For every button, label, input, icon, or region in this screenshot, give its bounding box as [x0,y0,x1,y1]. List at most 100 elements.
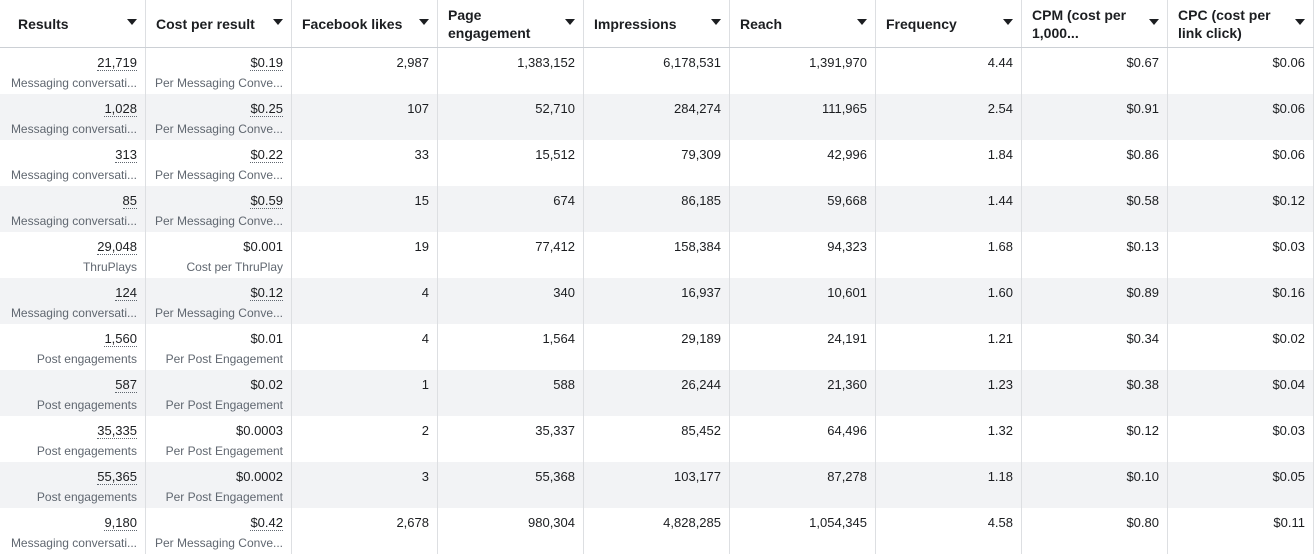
sort-caret-icon[interactable] [127,19,137,25]
table-body: 21,719 Messaging conversati... $0.19 Per Me… [0,48,1314,554]
table-row: 313 Messaging conversati... $0.22 Per Messa… [0,140,1314,186]
results-cell[interactable]: 85 Messaging conversati... [0,186,146,232]
table-row: 124 Messaging conversati... $0.12 Per Messa… [0,278,1314,324]
reach-cell: 24,191 [730,324,876,370]
cpc-value: $0.03 [1272,423,1305,438]
cost-per-result-value[interactable]: $0.19 [250,55,283,71]
sort-caret-icon[interactable] [565,19,575,25]
facebook-likes-cell: 15 [292,186,438,232]
frequency-value: 1.84 [987,147,1013,162]
reach-value: 111,965 [821,101,867,116]
cost-per-result-cell[interactable]: $0.42 Per Messaging Conve... [146,508,292,554]
cost-per-result-caption: Cost per ThruPlay [186,260,284,274]
sort-caret-icon[interactable] [1295,19,1305,25]
results-cell[interactable]: 1,560 Post engagements [0,324,146,370]
facebook-likes-value: 1 [421,377,429,392]
cpm-value: $0.91 [1126,101,1159,116]
frequency-cell: 4.44 [876,48,1022,94]
column-header-cost-per-result[interactable]: Cost per result [146,0,292,47]
page-engagement-value: 674 [553,193,575,208]
cost-per-result-cell[interactable]: $0.12 Per Messaging Conve... [146,278,292,324]
cost-per-result-value[interactable]: $0.59 [250,193,283,209]
results-value[interactable]: 29,048 [97,239,137,255]
page-engagement-value: 35,337 [535,423,575,438]
impressions-cell: 29,189 [584,324,730,370]
column-header-page-engagement[interactable]: Page engagement [438,0,584,47]
results-cell[interactable]: 587 Post engagements [0,370,146,416]
cpm-cell: $0.13 [1022,232,1168,278]
frequency-value: 2.54 [987,101,1013,116]
reach-cell: 59,668 [730,186,876,232]
results-cell[interactable]: 55,365 Post engagements [0,462,146,508]
results-cell[interactable]: 9,180 Messaging conversati... [0,508,146,554]
sort-caret-icon[interactable] [419,19,429,25]
impressions-value: 158,384 [674,239,721,254]
cpm-value: $0.80 [1126,515,1159,530]
column-header-reach[interactable]: Reach [730,0,876,47]
cpm-cell: $0.86 [1022,140,1168,186]
impressions-cell: 6,178,531 [584,48,730,94]
cost-per-result-value[interactable]: $0.42 [250,515,283,531]
frequency-value: 1.21 [987,331,1013,346]
cost-per-result-caption: Per Messaging Conve... [154,536,283,550]
results-value[interactable]: 21,719 [97,55,137,71]
cost-per-result-cell[interactable]: $0.22 Per Messaging Conve... [146,140,292,186]
table-row: 35,335 Post engagements $0.0003 Per Post En… [0,416,1314,462]
facebook-likes-value: 15 [414,193,429,208]
frequency-cell: 1.84 [876,140,1022,186]
sort-caret-icon[interactable] [1149,19,1159,25]
results-cell[interactable]: 124 Messaging conversati... [0,278,146,324]
page-engagement-cell: 55,368 [438,462,584,508]
column-header-frequency[interactable]: Frequency [876,0,1022,47]
cost-per-result-value: $0.0002 [236,469,283,484]
table-row: 29,048 ThruPlays $0.001 Cost per ThruPlay 19… [0,232,1314,278]
sort-caret-icon[interactable] [273,19,283,25]
page-engagement-value: 340 [553,285,575,300]
results-value[interactable]: 313 [115,147,137,163]
results-cell[interactable]: 313 Messaging conversati... [0,140,146,186]
cpc-value: $0.06 [1272,147,1305,162]
page-engagement-value: 55,368 [535,469,575,484]
sort-caret-icon[interactable] [1003,19,1013,25]
page-engagement-value: 15,512 [535,147,575,162]
column-header-cpm[interactable]: CPM (cost per 1,000... [1022,0,1168,47]
results-value[interactable]: 9,180 [104,515,137,531]
cost-per-result-caption: Per Post Engagement [165,444,283,458]
reach-cell: 94,323 [730,232,876,278]
cpc-value: $0.02 [1272,331,1305,346]
cost-per-result-cell[interactable]: $0.59 Per Messaging Conve... [146,186,292,232]
column-header-impressions[interactable]: Impressions [584,0,730,47]
results-cell[interactable]: 1,028 Messaging conversati... [0,94,146,140]
reach-value: 1,391,970 [809,55,867,70]
results-value[interactable]: 1,560 [104,331,137,347]
results-value[interactable]: 587 [115,377,137,393]
results-value[interactable]: 35,335 [97,423,137,439]
table-row: 55,365 Post engagements $0.0002 Per Post En… [0,462,1314,508]
facebook-likes-cell: 2,987 [292,48,438,94]
cost-per-result-cell[interactable]: $0.25 Per Messaging Conve... [146,94,292,140]
results-cell[interactable]: 21,719 Messaging conversati... [0,48,146,94]
facebook-likes-cell: 1 [292,370,438,416]
results-cell[interactable]: 29,048 ThruPlays [0,232,146,278]
impressions-cell: 16,937 [584,278,730,324]
column-header-results[interactable]: Results [0,0,146,47]
cost-per-result-value[interactable]: $0.22 [250,147,283,163]
impressions-value: 86,185 [681,193,721,208]
page-engagement-value: 980,304 [528,515,575,530]
sort-caret-icon[interactable] [857,19,867,25]
column-header-cpc[interactable]: CPC (cost per link click) [1168,0,1314,47]
table-row: 85 Messaging conversati... $0.59 Per Messag… [0,186,1314,232]
cost-per-result-value[interactable]: $0.25 [250,101,283,117]
reach-cell: 1,054,345 [730,508,876,554]
results-value[interactable]: 124 [115,285,137,301]
results-value[interactable]: 1,028 [104,101,137,117]
column-header-facebook-likes[interactable]: Facebook likes [292,0,438,47]
sort-caret-icon[interactable] [711,19,721,25]
results-cell[interactable]: 35,335 Post engagements [0,416,146,462]
facebook-likes-value: 107 [407,101,429,116]
cost-per-result-value[interactable]: $0.12 [250,285,283,301]
results-value[interactable]: 55,365 [97,469,137,485]
cpm-value: $0.10 [1126,469,1159,484]
cost-per-result-cell[interactable]: $0.19 Per Messaging Conve... [146,48,292,94]
results-value[interactable]: 85 [122,193,137,209]
